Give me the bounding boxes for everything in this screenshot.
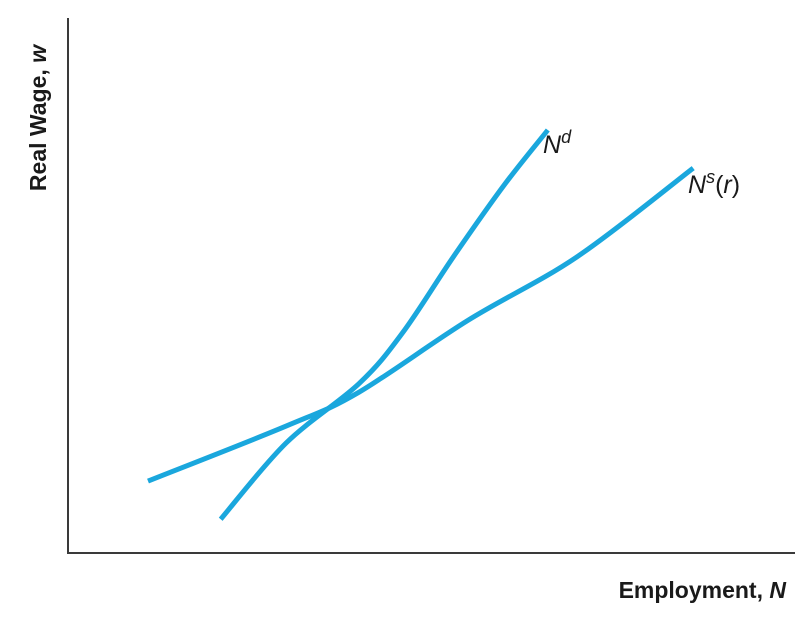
series-line-nd bbox=[218, 128, 550, 521]
series-label-nd: Nd bbox=[543, 127, 572, 159]
x-axis-label: Employment, N bbox=[619, 577, 787, 603]
series-line-ns-r bbox=[147, 166, 695, 484]
y-axis-label: Real Wage, w bbox=[25, 43, 51, 191]
series-label-ns-r: Ns(r) bbox=[688, 167, 740, 199]
series-layer bbox=[147, 128, 695, 521]
